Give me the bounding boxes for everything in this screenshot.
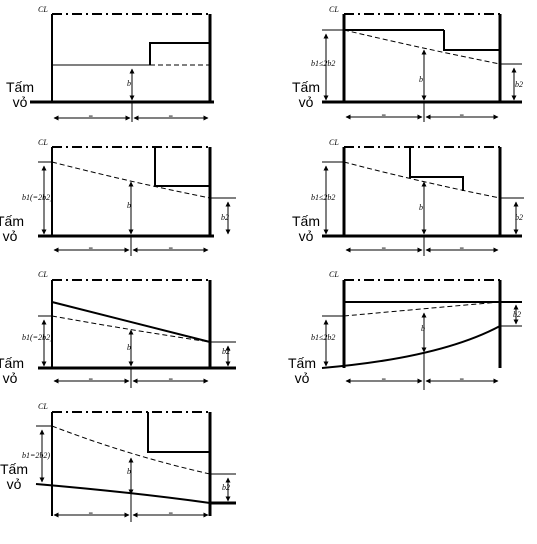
plate-label: Tấm vỏ [292, 213, 320, 244]
plate-label: Tấm vỏ [6, 79, 34, 110]
equal-label-right: = [459, 375, 465, 384]
equal-label-right: = [168, 244, 174, 253]
b2-label: b2 [222, 347, 230, 356]
panel-5 [38, 279, 236, 388]
equal-label-left: = [88, 244, 94, 253]
equal-label-right: = [459, 244, 465, 253]
equal-label-left: = [381, 111, 387, 120]
centerline-label: CL [38, 402, 48, 411]
plate-label: Tấm vỏ [288, 355, 316, 386]
plate-dashed-line [51, 425, 211, 475]
centerline-label: CL [38, 270, 48, 279]
plate-label: Tấm vỏ [0, 461, 28, 492]
panel-6 [321, 279, 522, 390]
b1-label: b1≤2b2 [311, 59, 336, 68]
plate-dashed-line [343, 301, 501, 317]
plate-dashed-line [51, 315, 211, 343]
panel-3 [38, 146, 236, 256]
equal-label-right: = [168, 112, 174, 121]
b-label: b [421, 324, 425, 333]
equal-label-left: = [381, 244, 387, 253]
panel-1 [30, 13, 214, 122]
equal-label-right: = [168, 509, 174, 518]
plate-solid-line [51, 301, 211, 343]
plate-dashed-line [343, 161, 501, 199]
plate-label: Tấm vỏ [0, 213, 24, 244]
stiffener-outline [147, 412, 210, 453]
equal-label-left: = [88, 112, 94, 121]
equal-label-left: = [381, 375, 387, 384]
b-label: b [419, 203, 423, 212]
b2-label: b2 [222, 483, 230, 492]
b2-label: b2 [221, 213, 229, 222]
panel-2 [322, 13, 522, 122]
stiffener-outline [149, 42, 210, 65]
b-label: b [127, 343, 131, 352]
equal-label-left: = [88, 375, 94, 384]
panel-4 [322, 146, 524, 256]
centerline-label: CL [329, 138, 339, 147]
equal-label-left: = [88, 509, 94, 518]
b1-label: b1(=2b2) [22, 333, 53, 342]
shell-curve [321, 325, 501, 369]
b2-label: b2 [515, 213, 523, 222]
b-label: b [127, 79, 131, 88]
centerline-label: CL [329, 5, 339, 14]
b-label: b [127, 467, 131, 476]
b2-label: b2 [513, 310, 521, 319]
centerline-label: CL [38, 138, 48, 147]
panel-7 [35, 411, 236, 522]
stiffener-outline [154, 147, 210, 187]
plate-label: Tấm vỏ [292, 79, 320, 110]
b-label: b [127, 201, 131, 210]
b1-label: b1≤2b2 [311, 333, 336, 342]
centerline-label: CL [329, 270, 339, 279]
b1-label: b1=2b2) [22, 451, 51, 460]
plate-dashed-line [343, 29, 501, 65]
b-label: b [419, 75, 423, 84]
plate-dashed-line [51, 161, 211, 199]
centerline-label: CL [38, 5, 48, 14]
equal-label-right: = [168, 375, 174, 384]
b1-label: b1(=2b2) [22, 193, 53, 202]
shell-curve [35, 483, 211, 504]
stiffener-outline [409, 147, 464, 191]
equal-label-right: = [459, 111, 465, 120]
stiffener-outline [443, 30, 500, 51]
b2-label: b2 [515, 80, 523, 89]
plate-label: Tấm vỏ [0, 355, 24, 386]
b1-label: b1≤2b2 [311, 193, 336, 202]
